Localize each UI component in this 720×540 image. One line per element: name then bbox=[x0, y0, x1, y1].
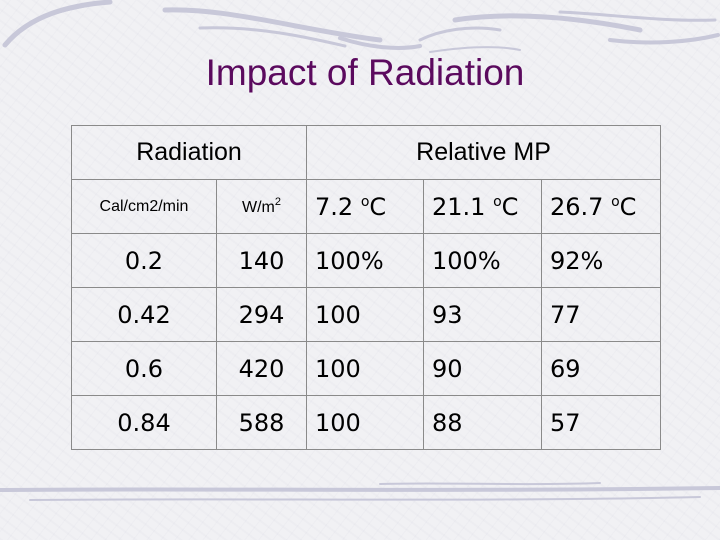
table-row: 0.42 294 100 93 77 bbox=[71, 287, 662, 342]
temp-unit-3: C bbox=[619, 192, 637, 221]
cal-cell: 0.42 bbox=[71, 287, 217, 342]
temp-unit-1: C bbox=[369, 192, 387, 221]
temp-header-1: 7.2 oC bbox=[306, 179, 425, 234]
mp-26-7-cell: 92% bbox=[541, 233, 662, 288]
temp-unit-2: C bbox=[501, 192, 519, 221]
mp-26-7-cell: 57 bbox=[541, 395, 662, 450]
mp-21-1-cell: 100% bbox=[423, 233, 543, 288]
cal-cell: 0.84 bbox=[71, 395, 217, 450]
temp-value-3: 26.7 bbox=[550, 192, 612, 221]
mp-7-2-cell: 100 bbox=[306, 395, 425, 450]
radiation-header: Radiation bbox=[70, 125, 308, 180]
unit-watt-base: W/m bbox=[242, 199, 275, 216]
watt-cell: 140 bbox=[215, 233, 308, 288]
radiation-table: Radiation Relative MP Cal/cm2/min W/m2 7… bbox=[70, 125, 662, 450]
degree-mark-3: o bbox=[611, 193, 620, 210]
cal-cell: 0.6 bbox=[71, 341, 217, 396]
mp-21-1-cell: 88 bbox=[423, 395, 543, 450]
slide-title: Impact of Radiation bbox=[205, 52, 525, 93]
mp-7-2-cell: 100% bbox=[306, 233, 425, 288]
temp-header-3: 26.7 oC bbox=[541, 179, 662, 234]
degree-mark-2: o bbox=[493, 193, 502, 210]
unit-cal-header: Cal/cm2/min bbox=[71, 179, 217, 234]
temp-header-2: 21.1 oC bbox=[423, 179, 543, 234]
watt-cell: 294 bbox=[215, 287, 308, 342]
temp-value-1: 7.2 bbox=[315, 192, 361, 221]
mp-7-2-cell: 100 bbox=[306, 341, 425, 396]
degree-mark-1: o bbox=[360, 193, 370, 210]
cal-cell: 0.2 bbox=[71, 233, 217, 288]
group-header-row: Radiation Relative MP bbox=[70, 125, 662, 180]
table-row: 0.84 588 100 88 57 bbox=[71, 395, 662, 450]
sub-header-row: Cal/cm2/min W/m2 7.2 oC 21.1 oC 26.7 oC bbox=[71, 179, 662, 234]
temp-value-2: 21.1 bbox=[432, 192, 494, 221]
mp-7-2-cell: 100 bbox=[306, 287, 425, 342]
unit-watt-header: W/m2 bbox=[215, 179, 308, 234]
mp-21-1-cell: 90 bbox=[423, 341, 543, 396]
table-row: 0.2 140 100% 100% 92% bbox=[71, 233, 662, 288]
watt-cell: 420 bbox=[215, 341, 308, 396]
mp-26-7-cell: 69 bbox=[541, 341, 662, 396]
mp-21-1-cell: 93 bbox=[423, 287, 543, 342]
unit-watt-exponent: 2 bbox=[274, 196, 281, 208]
relative-mp-header: Relative MP bbox=[306, 125, 662, 180]
table-row: 0.6 420 100 90 69 bbox=[71, 341, 662, 396]
mp-26-7-cell: 77 bbox=[541, 287, 662, 342]
watt-cell: 588 bbox=[215, 395, 308, 450]
